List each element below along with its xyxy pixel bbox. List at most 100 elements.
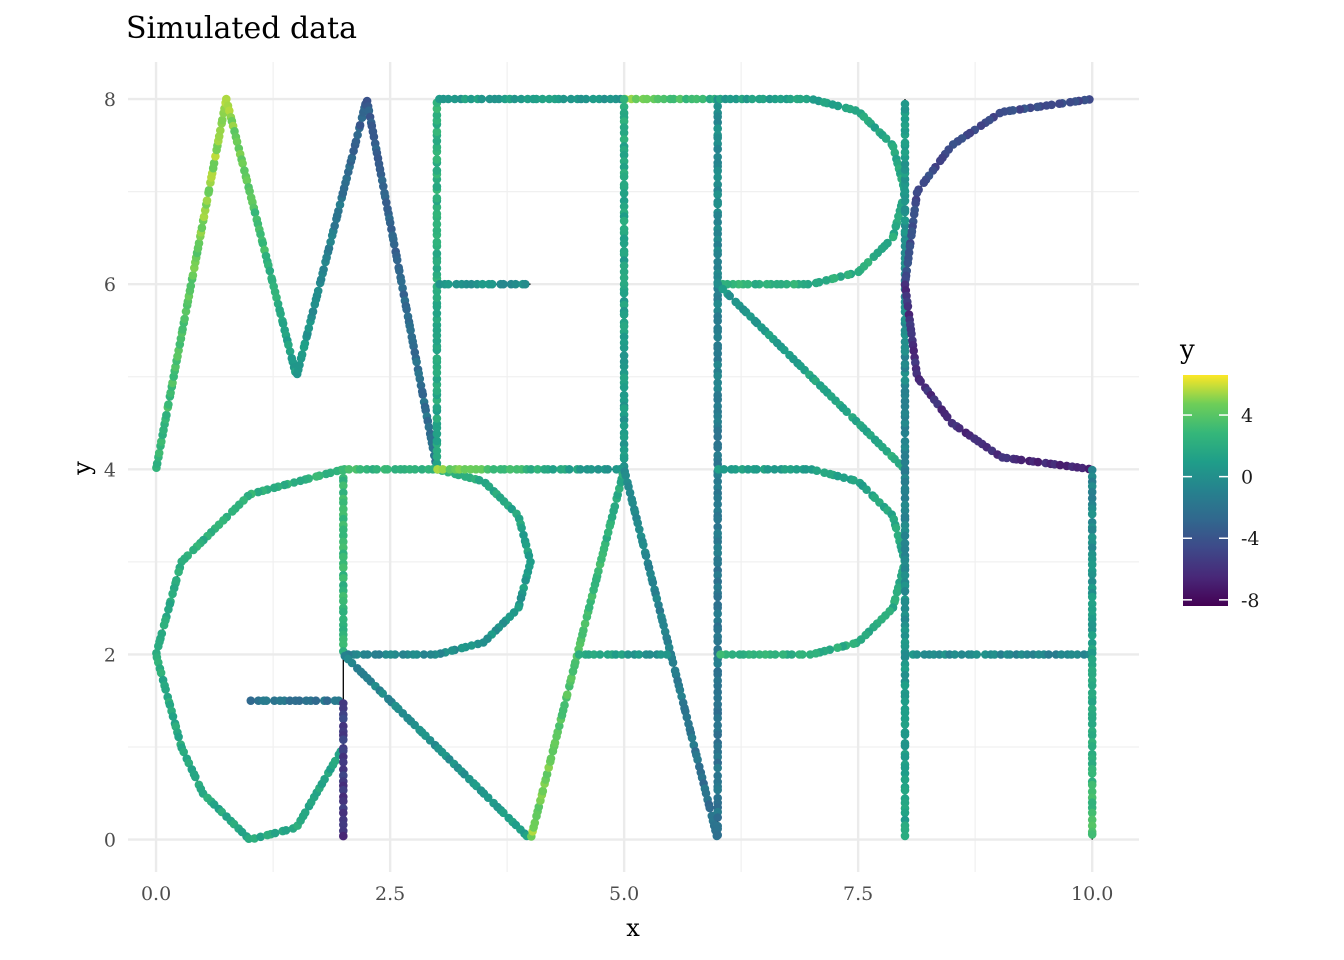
- data-point: [900, 159, 910, 169]
- y-tick-label: 2: [104, 644, 116, 666]
- data-point: [770, 465, 779, 474]
- data-point: [1087, 769, 1097, 778]
- data-point: [682, 712, 692, 722]
- data-point: [1065, 97, 1075, 107]
- data-point: [698, 94, 708, 104]
- data-point: [567, 673, 576, 683]
- x-axis-ticks: 0.0 2.5 5.0 7.5 10.0: [141, 883, 1113, 905]
- data-point: [900, 396, 910, 406]
- data-point: [202, 196, 212, 205]
- data-point: [576, 465, 585, 474]
- data-point: [713, 713, 722, 723]
- legend-title: y: [1179, 335, 1195, 365]
- data-point: [516, 94, 526, 104]
- data-point: [587, 465, 596, 474]
- data-point: [900, 604, 910, 613]
- data-point: [905, 242, 915, 251]
- data-point: [1087, 830, 1097, 839]
- data-point: [1044, 650, 1053, 659]
- data-point: [1022, 650, 1032, 659]
- data-point: [339, 574, 348, 583]
- data-point: [355, 465, 365, 474]
- data-point: [489, 465, 499, 474]
- data-point: [179, 747, 188, 757]
- data-point: [731, 465, 740, 474]
- y-tick-label: 8: [104, 89, 116, 111]
- data-point: [444, 94, 453, 104]
- data-point: [935, 156, 945, 166]
- data-point: [900, 174, 910, 184]
- data-point: [656, 650, 666, 659]
- data-point: [559, 94, 568, 104]
- data-point: [833, 643, 842, 652]
- data-point: [242, 176, 252, 185]
- data-point: [355, 120, 365, 130]
- data-point: [1057, 650, 1066, 659]
- data-point: [743, 465, 753, 474]
- data-point: [432, 110, 442, 120]
- data-point: [1087, 681, 1097, 690]
- data-point: [713, 326, 722, 336]
- data-point: [432, 446, 442, 456]
- data-point: [505, 465, 515, 474]
- data-point: [713, 133, 722, 143]
- data-point: [728, 650, 737, 659]
- data-point: [1087, 592, 1097, 602]
- data-point: [713, 443, 722, 452]
- data-point: [621, 471, 630, 480]
- x-tick-label: 5.0: [609, 883, 639, 905]
- data-point: [1087, 570, 1097, 579]
- data-point: [162, 410, 171, 420]
- data-point: [209, 158, 219, 168]
- data-point: [900, 477, 910, 487]
- data-point: [713, 173, 722, 182]
- data-point: [164, 605, 173, 614]
- data-point: [477, 94, 487, 104]
- data-point: [713, 670, 722, 679]
- data-point: [339, 640, 348, 649]
- data-point: [594, 566, 603, 576]
- data-point: [713, 730, 722, 740]
- data-point: [713, 180, 722, 189]
- data-point: [713, 211, 722, 220]
- data-point: [199, 212, 209, 222]
- data-point: [687, 733, 697, 743]
- data-point: [542, 769, 552, 779]
- data-point: [265, 266, 275, 276]
- data-point: [713, 500, 722, 509]
- legend-tick-label: 4: [1241, 405, 1253, 427]
- data-point: [719, 465, 729, 474]
- data-point: [258, 239, 268, 248]
- data-point: [900, 571, 910, 580]
- data-point: [186, 281, 196, 291]
- data-point: [619, 135, 629, 144]
- data-point: [900, 752, 910, 762]
- data-point: [359, 650, 369, 659]
- data-point: [713, 249, 722, 259]
- data-point: [339, 525, 348, 534]
- data-point: [900, 544, 910, 554]
- data-point: [911, 198, 920, 208]
- data-point: [747, 94, 757, 104]
- data-point: [713, 360, 722, 370]
- data-point: [1087, 821, 1097, 831]
- data-point: [546, 754, 556, 763]
- data-point: [713, 299, 722, 309]
- data-point: [511, 279, 520, 289]
- data-point: [751, 279, 760, 289]
- data-point: [995, 108, 1005, 118]
- data-point: [619, 183, 629, 192]
- data-point: [168, 712, 178, 721]
- data-point: [619, 383, 629, 392]
- data-point: [339, 514, 348, 524]
- data-point: [270, 828, 280, 838]
- data-point: [611, 650, 621, 659]
- data-point: [180, 314, 189, 324]
- data-point: [1087, 697, 1097, 707]
- data-point: [713, 571, 722, 580]
- x-tick-label: 0.0: [141, 883, 171, 905]
- data-point: [619, 362, 629, 371]
- data-point: [395, 266, 404, 276]
- data-point: [533, 465, 542, 474]
- data-point: [250, 208, 260, 217]
